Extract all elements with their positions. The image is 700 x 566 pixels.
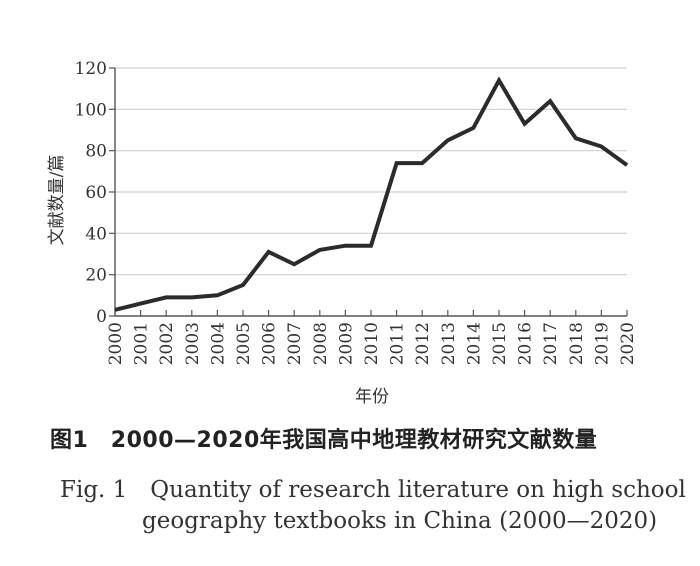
x-tick-label-2011: 2011 bbox=[388, 322, 408, 365]
x-tick-label-2001: 2001 bbox=[132, 322, 152, 365]
figure-caption-chinese: 图1 2000—2020年我国高中地理教材研究文献数量 bbox=[50, 428, 598, 453]
x-tick-label-2008: 2008 bbox=[311, 322, 331, 365]
x-tick-label-2003: 2003 bbox=[183, 322, 203, 365]
y-tick-label-20: 20 bbox=[85, 266, 107, 286]
x-tick-label-2018: 2018 bbox=[567, 322, 587, 365]
y-tick-label-80: 80 bbox=[85, 142, 107, 162]
x-tick-label-2002: 2002 bbox=[157, 322, 177, 365]
y-tick-label-0: 0 bbox=[96, 307, 107, 327]
y-axis-label: 文献数量/篇 bbox=[47, 155, 67, 246]
x-tick-label-2016: 2016 bbox=[516, 322, 536, 365]
x-tick-label-2019: 2019 bbox=[592, 322, 612, 365]
x-tick-label-2006: 2006 bbox=[260, 322, 280, 365]
x-tick-label-2010: 2010 bbox=[362, 322, 382, 365]
x-tick-label-2020: 2020 bbox=[618, 322, 638, 365]
x-tick-label-2004: 2004 bbox=[208, 322, 228, 365]
figure-caption-english-line1: Fig. 1 Quantity of research literature o… bbox=[60, 477, 686, 503]
y-tick-label-120: 120 bbox=[75, 59, 107, 79]
grid-lines bbox=[115, 67, 627, 276]
x-tick-label-2005: 2005 bbox=[234, 322, 254, 365]
x-tick-label-2013: 2013 bbox=[439, 322, 459, 365]
y-tick-labels: 0 20 40 60 80 100 120 bbox=[75, 59, 107, 327]
x-tick-label-2015: 2015 bbox=[490, 322, 510, 365]
y-tick-label-100: 100 bbox=[75, 100, 107, 120]
x-tick-label-2017: 2017 bbox=[541, 322, 561, 365]
x-tick-label-2012: 2012 bbox=[413, 322, 433, 365]
x-tick-label-2009: 2009 bbox=[336, 322, 356, 365]
x-axis-label: 年份 bbox=[355, 387, 389, 407]
y-tick-label-60: 60 bbox=[85, 183, 107, 203]
series-line bbox=[114, 76, 629, 312]
line-chart: 0 20 40 60 80 100 120 2000 2001 2002 2003 2004 2005… bbox=[47, 59, 638, 407]
y-tick-label-40: 40 bbox=[85, 224, 107, 244]
x-tick-label-2000: 2000 bbox=[106, 322, 126, 365]
figure-caption-english-line2: geography textbooks in China (2000—2020) bbox=[142, 508, 658, 534]
x-tick-label-2007: 2007 bbox=[285, 322, 305, 365]
x-tick-labels: 2000 2001 2002 2003 2004 2005 2006 2007 2008 2009… bbox=[106, 322, 638, 365]
axes bbox=[109, 67, 628, 317]
x-tick-label-2014: 2014 bbox=[464, 322, 484, 365]
